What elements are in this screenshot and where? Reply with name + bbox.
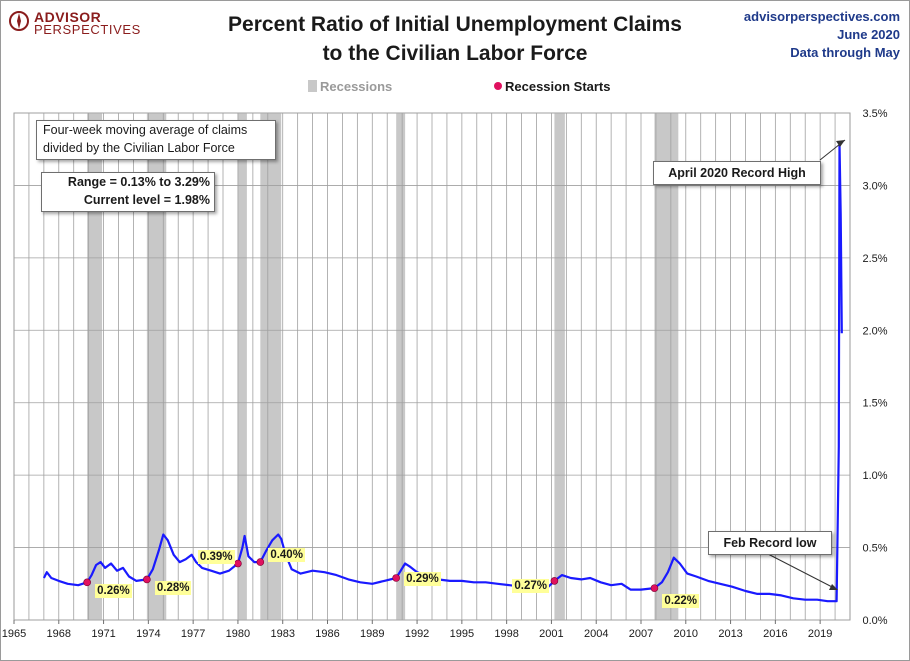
legend: Recessions Recession Starts bbox=[300, 78, 630, 96]
recession-start-dot-0 bbox=[83, 578, 91, 587]
advisor-perspectives-logo: ADVISOR PERSPECTIVES bbox=[8, 8, 141, 38]
description-line1: Four-week moving average of claims bbox=[43, 123, 248, 137]
y-tick-label-7: 3.5% bbox=[862, 108, 887, 120]
x-tick-label-9: 1992 bbox=[405, 628, 429, 640]
recession-start-label-0: 0.26% bbox=[95, 584, 132, 599]
title-line1: Percent Ratio of Initial Unemployment Cl… bbox=[228, 13, 682, 36]
x-tick-label-11: 1998 bbox=[494, 628, 518, 640]
y-tick-label-1: 0.5% bbox=[862, 543, 887, 555]
x-tick-label-0: 1965 bbox=[2, 628, 26, 640]
range-box: Range = 0.13% to 3.29% Current level = 1… bbox=[41, 172, 215, 212]
record-low-text: Feb Record low bbox=[723, 536, 817, 550]
record-high-text: April 2020 Record High bbox=[668, 166, 806, 180]
y-tick-label-6: 3.0% bbox=[862, 180, 887, 192]
series-line-0 bbox=[42, 142, 843, 603]
recession-start-label-6: 0.22% bbox=[662, 594, 700, 609]
recession-start-label-4: 0.29% bbox=[404, 571, 441, 586]
record-low-arrowhead bbox=[829, 584, 838, 590]
x-tick-label-16: 2013 bbox=[718, 628, 742, 640]
recession-band-0 bbox=[87, 113, 103, 620]
recession-band-2 bbox=[237, 113, 247, 620]
y-tick-label-0: 0.0% bbox=[862, 615, 887, 627]
x-tick-label-6: 1983 bbox=[270, 628, 294, 640]
recession-start-label-1: 0.28% bbox=[154, 581, 192, 596]
brand-line1: ADVISOR bbox=[34, 9, 102, 25]
record-low-arrow bbox=[767, 553, 837, 590]
current-level-text: Current level = 1.98% bbox=[83, 193, 210, 207]
x-tick-label-14: 2007 bbox=[629, 628, 653, 640]
recession-start-dot-2 bbox=[234, 559, 242, 568]
description-box: Four-week moving average of claims divid… bbox=[36, 120, 276, 160]
chart-title: Percent Ratio of Initial Unemployment Cl… bbox=[150, 10, 760, 68]
description-line2: divided by the Civilian Labor Force bbox=[43, 141, 235, 155]
recession-start-dot-5 bbox=[550, 577, 559, 585]
x-tick-label-1: 1968 bbox=[47, 628, 71, 640]
brand-line2: PERSPECTIVES bbox=[34, 22, 141, 37]
recession-start-dot-6 bbox=[650, 584, 659, 592]
record-low-box: Feb Record low bbox=[708, 531, 832, 555]
recession-start-label-5: 0.27% bbox=[512, 578, 550, 593]
legend-recession-swatch bbox=[308, 80, 317, 92]
x-tick-label-12: 2001 bbox=[539, 628, 563, 640]
y-tick-label-3: 1.5% bbox=[862, 398, 887, 410]
x-tick-label-5: 1980 bbox=[226, 628, 250, 640]
publish-date: June 2020 bbox=[837, 27, 900, 42]
legend-recession-start-dot bbox=[494, 82, 502, 90]
recession-band-5 bbox=[554, 113, 565, 620]
recession-band-4 bbox=[396, 113, 406, 620]
y-tick-label-4: 2.0% bbox=[862, 325, 887, 337]
site-name: advisorperspectives.com bbox=[743, 9, 900, 24]
x-tick-label-10: 1995 bbox=[450, 628, 474, 640]
recession-start-dot-4 bbox=[392, 574, 400, 582]
recession-start-dot-1 bbox=[143, 575, 151, 584]
recession-start-label-2: 0.39% bbox=[197, 549, 235, 564]
x-tick-label-3: 1974 bbox=[136, 628, 160, 640]
data-through: Data through May bbox=[790, 45, 900, 60]
x-tick-label-18: 2019 bbox=[808, 628, 832, 640]
recession-band-3 bbox=[260, 113, 282, 620]
compass-logo-icon bbox=[9, 11, 29, 31]
recession-start-label-3: 0.40% bbox=[268, 548, 305, 563]
legend-recession-starts: Recession Starts bbox=[505, 79, 611, 94]
legend-recessions: Recessions bbox=[320, 79, 393, 94]
range-text: Range = 0.13% to 3.29% bbox=[67, 175, 210, 189]
x-tick-label-15: 2010 bbox=[674, 628, 698, 640]
x-tick-label-17: 2016 bbox=[763, 628, 787, 640]
x-tick-label-2: 1971 bbox=[91, 628, 115, 640]
record-high-arrowhead bbox=[836, 140, 845, 147]
x-tick-label-13: 2004 bbox=[584, 628, 608, 640]
recession-start-dot-3 bbox=[256, 558, 265, 566]
y-tick-label-2: 1.0% bbox=[862, 470, 887, 482]
x-tick-label-8: 1989 bbox=[360, 628, 384, 640]
source-info: advisorperspectives.com June 2020 Data t… bbox=[744, 8, 900, 62]
recession-band-6 bbox=[654, 113, 679, 620]
y-tick-label-5: 2.5% bbox=[862, 253, 887, 265]
x-tick-label-4: 1977 bbox=[181, 628, 205, 640]
recession-band-1 bbox=[146, 113, 167, 620]
title-line2: to the Civilian Labor Force bbox=[322, 42, 588, 65]
x-tick-label-7: 1986 bbox=[315, 628, 339, 640]
record-high-box: April 2020 Record High bbox=[653, 161, 821, 185]
